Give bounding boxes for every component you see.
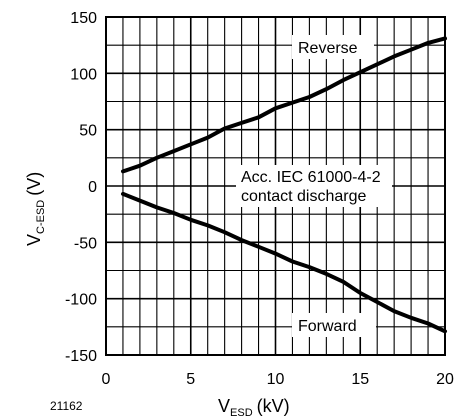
- x-tick-label: 15: [351, 371, 369, 388]
- x-tick-label: 10: [267, 371, 285, 388]
- y-tick-label: 50: [79, 123, 97, 140]
- x-axis-label: VESD (kV): [218, 396, 290, 419]
- y-axis-label: VC-ESD (V): [24, 172, 47, 246]
- x-axis-label-sub: ESD: [230, 407, 253, 419]
- forward-curve: [121, 191, 447, 334]
- standard-label-bg: [236, 165, 392, 207]
- y-tick-label: -150: [65, 348, 97, 365]
- x-tick-label: 0: [102, 371, 111, 388]
- y-axis-label-main: V: [24, 234, 44, 246]
- x-axis-label-unit: (kV): [257, 396, 290, 416]
- y-tick-label: 100: [70, 66, 97, 83]
- series-lines: [121, 36, 447, 334]
- y-tick-label: -100: [65, 292, 97, 309]
- figure-id: 21162: [50, 399, 83, 413]
- y-tick-label: 0: [88, 179, 97, 196]
- y-tick-labels: 150 100 50 0 -50 -100 -150: [65, 10, 97, 365]
- x-tick-labels: 0 5 10 15 20: [102, 371, 454, 388]
- forward-label: Forward: [298, 318, 357, 335]
- standard-label-line2: contact discharge: [241, 188, 367, 205]
- x-tick-label: 5: [186, 371, 195, 388]
- plot-frame: [105, 16, 446, 356]
- forward-label-bg: [292, 313, 376, 337]
- reverse-label-bg: [292, 35, 374, 59]
- y-tick-label: -50: [74, 235, 97, 252]
- reverse-curve: [121, 36, 447, 174]
- y-axis-label-sub: C-ESD: [35, 200, 47, 234]
- y-axis-label-unit: (V): [24, 172, 44, 196]
- reverse-label: Reverse: [298, 40, 358, 57]
- x-axis-label-main: V: [218, 396, 230, 416]
- x-tick-label: 20: [436, 371, 454, 388]
- y-tick-label: 150: [70, 10, 97, 27]
- standard-label-line1: Acc. IEC 61000-4-2: [241, 169, 381, 186]
